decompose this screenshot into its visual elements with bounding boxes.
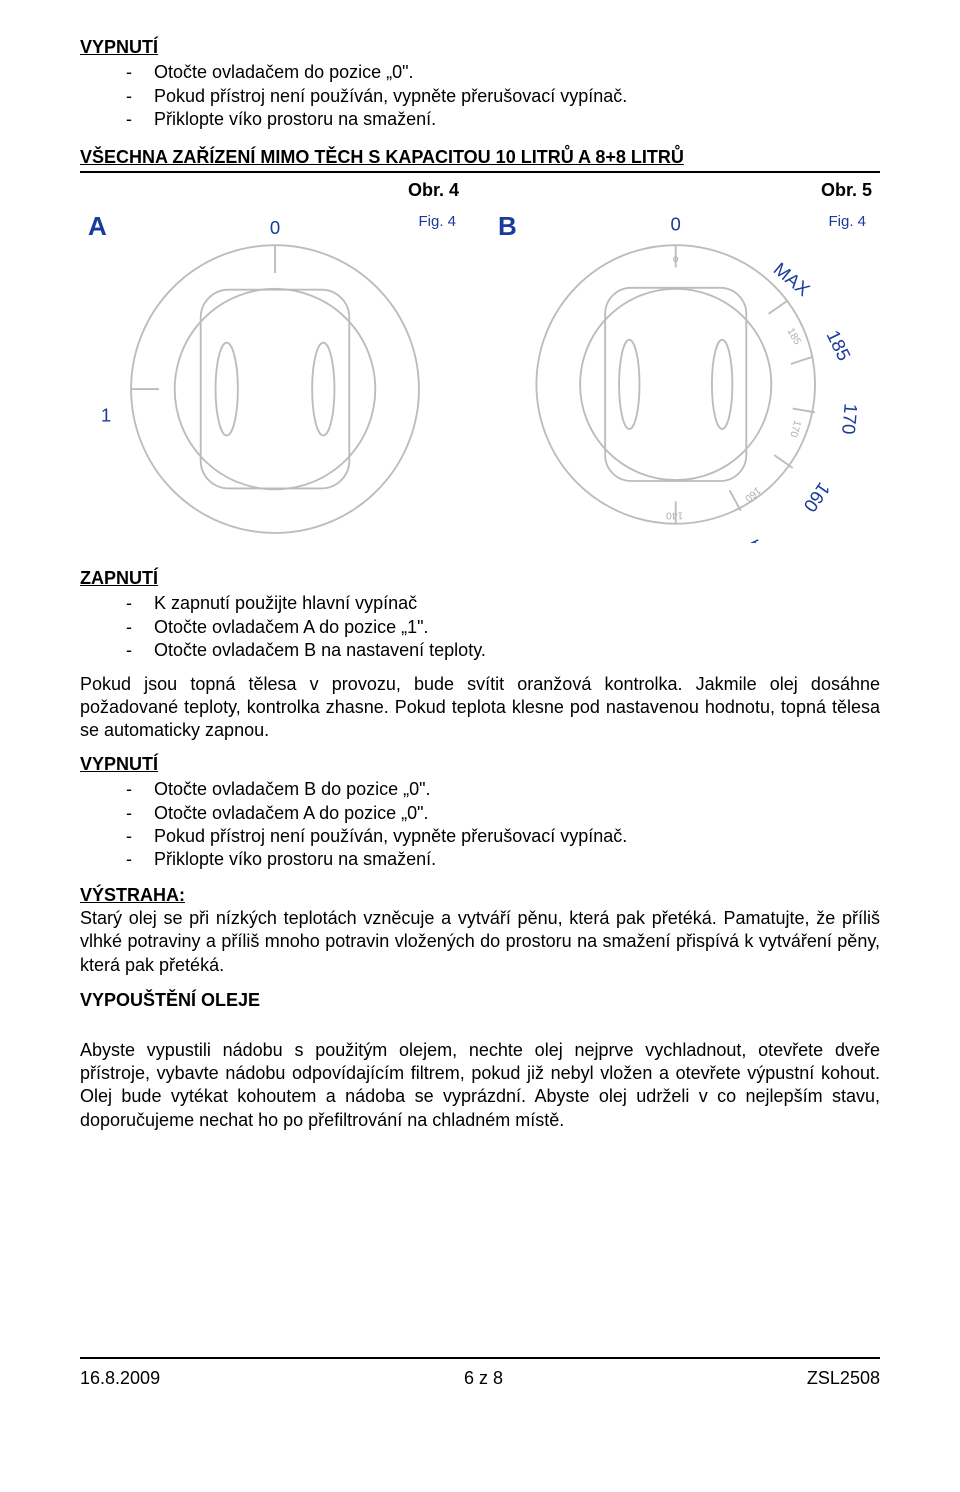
paragraph-1: Pokud jsou topná tělesa v provozu, bude … xyxy=(80,673,880,743)
vypnuti2-list: Otočte ovladačem B do pozice „0". Otočte… xyxy=(80,778,880,872)
vypnuti2-title: VYPNUTÍ xyxy=(80,753,880,776)
arc-max: MAX xyxy=(770,258,814,300)
footer-divider xyxy=(80,1357,880,1359)
footer-page: 6 z 8 xyxy=(464,1367,503,1390)
arc-140: 140 xyxy=(730,535,767,542)
footer: 16.8.2009 6 z 8 ZSL2508 xyxy=(80,1348,880,1390)
tick xyxy=(769,301,788,314)
figure-b: B Fig. 4 0 xyxy=(490,208,880,549)
dial-inner xyxy=(175,289,376,490)
dial-b-oval-left xyxy=(619,340,639,429)
tick xyxy=(774,455,793,468)
figure-b-caption: Fig. 4 xyxy=(828,212,866,232)
inner-o: o xyxy=(673,254,679,265)
divider xyxy=(80,171,880,173)
vypousteni-title: VYPOUŠTĚNÍ OLEJE xyxy=(80,989,880,1012)
list-item: Otočte ovladačem A do pozice „0". xyxy=(98,802,880,825)
list-item: Otočte ovladačem B do pozice „0". xyxy=(98,778,880,801)
vypnuti1-list: Otočte ovladačem do pozice „0". Pokud př… xyxy=(80,61,880,131)
figure-a-letter: A xyxy=(88,210,107,244)
list-item: Přiklopte víko prostoru na smažení. xyxy=(98,108,880,131)
obr-right: Obr. 5 xyxy=(821,179,872,202)
obr-left: Obr. 4 xyxy=(408,179,459,202)
dial-a-svg: 0 1 xyxy=(80,208,470,542)
dial-oval-left xyxy=(216,343,238,436)
vypousteni-text: Abyste vypustili nádobu s použitým oleje… xyxy=(80,1039,880,1133)
arc-160: 160 xyxy=(800,479,835,516)
inner-170: 170 xyxy=(787,419,802,439)
arc-185: 185 xyxy=(823,327,855,364)
figure-a-caption: Fig. 4 xyxy=(418,212,456,232)
tick xyxy=(730,491,741,511)
obr-row: Obr. 4 Obr. 5 xyxy=(80,179,880,202)
list-item: Otočte ovladačem B na nastavení teploty. xyxy=(98,639,880,662)
tick xyxy=(791,357,813,364)
list-item: Pokud přístroj není používán, vypněte př… xyxy=(98,85,880,108)
vypnuti1-title: VYPNUTÍ xyxy=(80,36,880,59)
zapnuti-title: ZAPNUTÍ xyxy=(80,567,880,590)
list-item: Přiklopte víko prostoru na smažení. xyxy=(98,848,880,871)
dial-b-knob xyxy=(605,288,746,481)
inner-185: 185 xyxy=(785,327,803,348)
list-item: K zapnutí použijte hlavní vypínač xyxy=(98,592,880,615)
dial-one: 1 xyxy=(101,405,111,426)
inner-140: 140 xyxy=(666,510,683,521)
dial-oval-right xyxy=(312,343,334,436)
dial-b-inner xyxy=(580,289,771,480)
inner-160: 160 xyxy=(742,485,762,505)
list-item: Pokud přístroj není používán, vypněte př… xyxy=(98,825,880,848)
dial-knob xyxy=(201,290,350,489)
dial-zero: 0 xyxy=(270,217,280,238)
vystraha-text: Starý olej se při nízkých teplotách vzně… xyxy=(80,907,880,977)
figure-a: A Fig. 4 0 1 xyxy=(80,208,470,549)
document-page: VYPNUTÍ Otočte ovladačem do pozice „0". … xyxy=(40,0,920,1420)
figures-row: A Fig. 4 0 1 B Fig. xyxy=(80,208,880,549)
zapnuti-list: K zapnutí použijte hlavní vypínač Otočte… xyxy=(80,592,880,662)
dial-b-oval-right xyxy=(712,340,732,429)
arc-170: 170 xyxy=(838,403,862,436)
list-item: Otočte ovladačem do pozice „0". xyxy=(98,61,880,84)
figure-b-letter: B xyxy=(498,210,517,244)
footer-date: 16.8.2009 xyxy=(80,1367,160,1390)
list-item: Otočte ovladačem A do pozice „1". xyxy=(98,616,880,639)
dial-b-svg: 0 MAX 185 170 xyxy=(490,208,880,542)
dial-b-zero: 0 xyxy=(671,214,681,235)
vsechna-heading: VŠECHNA ZAŘÍZENÍ MIMO TĚCH S KAPACITOU 1… xyxy=(80,146,880,169)
vystraha-title: VÝSTRAHA: xyxy=(80,884,880,907)
footer-code: ZSL2508 xyxy=(807,1367,880,1390)
